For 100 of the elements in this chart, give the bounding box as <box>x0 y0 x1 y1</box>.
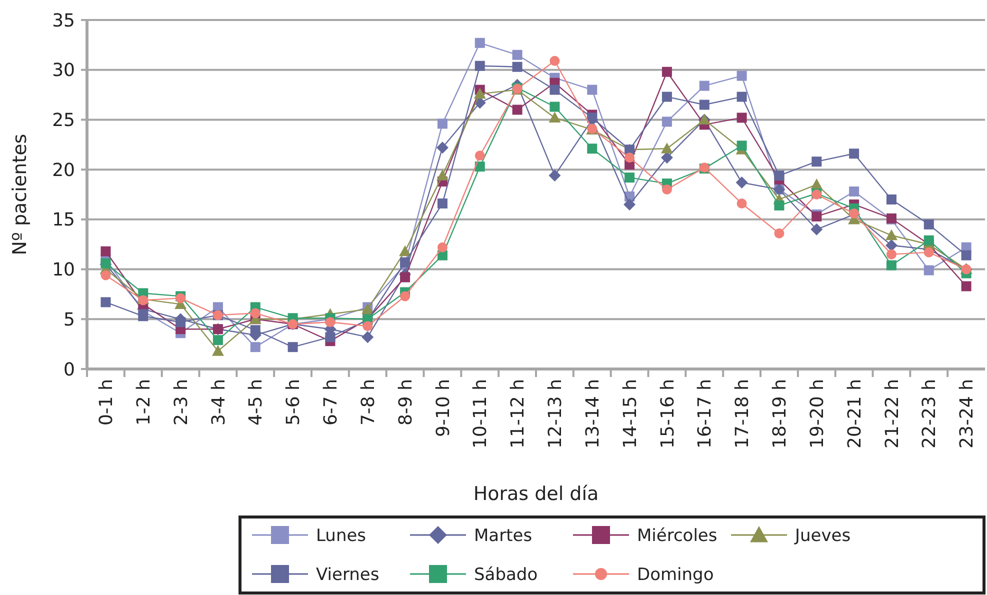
legend-label: Miércoles <box>637 526 718 546</box>
point <box>774 228 784 238</box>
point <box>961 281 972 292</box>
point <box>699 100 710 110</box>
legend-label: Domingo <box>637 564 714 585</box>
x-tick-label: 5-6 h <box>283 379 304 426</box>
x-tick-label: 15-16 h <box>657 379 678 448</box>
point <box>736 176 748 189</box>
point <box>550 102 560 112</box>
x-tick-label: 18-19 h <box>770 379 791 448</box>
x-tick-label: 1-2 h <box>133 379 154 426</box>
point <box>100 270 111 280</box>
point <box>550 56 560 66</box>
point <box>437 198 448 208</box>
point <box>849 186 860 197</box>
point <box>550 84 560 95</box>
point <box>886 249 896 260</box>
point <box>849 148 860 159</box>
point <box>325 317 336 328</box>
x-tick-label: 19-20 h <box>806 379 828 448</box>
point <box>587 84 598 95</box>
y-tick-label: 20 <box>52 160 75 181</box>
x-tick-label: 2-3 h <box>170 379 192 426</box>
point <box>736 92 747 102</box>
y-tick-label: 0 <box>64 359 75 380</box>
point <box>138 311 148 322</box>
x-tick-label: 10-11 h <box>470 379 492 448</box>
point <box>474 150 485 161</box>
point <box>400 272 410 282</box>
point <box>100 246 111 256</box>
point <box>924 265 934 276</box>
point <box>250 325 260 336</box>
point <box>288 342 298 352</box>
point <box>662 116 672 127</box>
point <box>474 162 485 172</box>
point <box>774 200 784 210</box>
point <box>512 50 522 60</box>
point <box>624 152 635 163</box>
point <box>474 60 485 71</box>
point <box>474 88 486 99</box>
point <box>736 140 747 151</box>
point <box>325 332 336 342</box>
point <box>100 297 111 308</box>
x-tick-label: 0-1 h <box>96 379 118 426</box>
point <box>399 245 412 256</box>
y-tick-label: 10 <box>52 260 75 281</box>
x-tick-label: 8-9 h <box>395 379 416 426</box>
y-tick-label: 25 <box>52 110 75 132</box>
point <box>886 260 896 270</box>
x-tick-label: 9-10 h <box>432 379 454 437</box>
point <box>437 118 448 129</box>
point <box>250 342 260 352</box>
point <box>885 229 898 240</box>
point <box>548 170 561 182</box>
x-tick-label: 12-13 h <box>545 379 566 448</box>
point <box>699 80 710 91</box>
x-tick-label: 21-22 h <box>882 379 903 448</box>
legend-label: Martes <box>474 526 532 546</box>
x-tick-label: 7-8 h <box>358 379 379 426</box>
y-tick-label: 30 <box>52 60 75 82</box>
point <box>474 38 485 48</box>
point <box>736 112 747 123</box>
point <box>885 239 898 252</box>
point <box>362 331 374 344</box>
point <box>436 142 448 154</box>
x-tick-label: 3-4 h <box>208 379 230 426</box>
point <box>436 170 448 180</box>
point <box>624 172 635 183</box>
x-tick-label: 4-5 h <box>246 379 267 426</box>
point <box>437 242 448 252</box>
x-tick-label: 23-24 h <box>956 379 978 448</box>
x-tick-label: 13-14 h <box>582 379 604 448</box>
x-tick-label: 6-7 h <box>320 379 342 426</box>
point <box>512 62 522 72</box>
point <box>736 198 747 208</box>
point <box>812 156 822 167</box>
x-tick-label: 17-18 h <box>732 379 754 448</box>
point <box>662 184 672 195</box>
y-axis-title: Nº pacientes <box>9 134 31 256</box>
point <box>212 345 224 356</box>
point <box>212 335 223 346</box>
point <box>512 104 522 115</box>
point <box>961 250 972 260</box>
x-tick-label: 16-17 h <box>694 379 716 448</box>
x-tick-label: 11-12 h <box>508 379 529 448</box>
legend-label: Viernes <box>316 564 380 585</box>
point <box>587 112 598 123</box>
point <box>250 308 260 318</box>
point <box>774 170 784 181</box>
x-axis-title: Horas del día <box>473 483 599 505</box>
y-tick-label: 5 <box>64 309 75 330</box>
point <box>362 321 373 332</box>
point <box>660 142 673 154</box>
legend-label: Jueves <box>794 526 851 546</box>
y-tick-label: 15 <box>52 210 75 231</box>
x-tick-label: 22-23 h <box>919 379 940 448</box>
point <box>548 112 561 123</box>
x-tick-label: 20-21 h <box>844 379 866 448</box>
x-tick-label: 14-15 h <box>620 379 641 448</box>
point <box>924 219 934 230</box>
